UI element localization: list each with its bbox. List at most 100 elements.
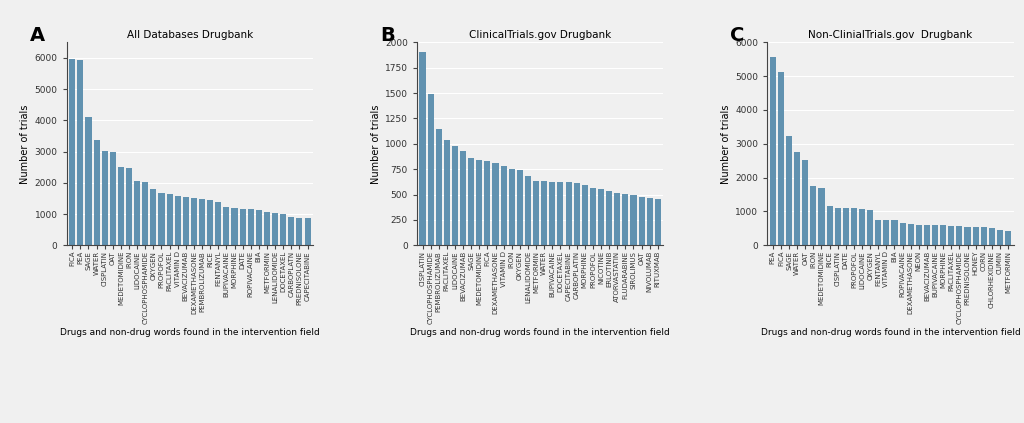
Bar	[598, 189, 604, 245]
Bar	[272, 212, 279, 245]
Bar	[778, 72, 784, 245]
Bar	[468, 158, 474, 245]
Bar	[215, 202, 221, 245]
Bar	[802, 160, 808, 245]
Bar	[623, 194, 629, 245]
Bar	[1005, 231, 1011, 245]
Bar	[110, 151, 116, 245]
Bar	[142, 182, 148, 245]
Bar	[818, 189, 824, 245]
Bar	[915, 225, 922, 245]
Bar	[981, 227, 987, 245]
Bar	[534, 181, 540, 245]
Bar	[509, 169, 515, 245]
Bar	[932, 225, 938, 245]
Bar	[794, 151, 800, 245]
Bar	[541, 181, 547, 245]
X-axis label: Drugs and non-drug words found in the intervention field: Drugs and non-drug words found in the in…	[60, 328, 319, 337]
Bar	[159, 193, 165, 245]
Bar	[654, 199, 660, 245]
Bar	[199, 199, 205, 245]
Text: C: C	[730, 26, 744, 45]
Bar	[256, 210, 262, 245]
Bar	[573, 183, 580, 245]
Bar	[223, 207, 229, 245]
Bar	[70, 60, 76, 245]
Bar	[997, 230, 1004, 245]
Bar	[77, 60, 83, 245]
Bar	[892, 220, 897, 245]
Title: All Databases Drugbank: All Databases Drugbank	[127, 30, 253, 40]
Bar	[190, 198, 197, 245]
Bar	[639, 197, 645, 245]
Bar	[907, 224, 913, 245]
Bar	[884, 220, 890, 245]
Bar	[557, 182, 563, 245]
Bar	[501, 166, 507, 245]
Bar	[770, 57, 776, 245]
Bar	[899, 223, 905, 245]
Bar	[126, 168, 132, 245]
Bar	[167, 194, 173, 245]
Bar	[973, 227, 979, 245]
Bar	[614, 192, 621, 245]
Bar	[183, 197, 188, 245]
Bar	[940, 225, 946, 245]
Bar	[647, 198, 652, 245]
Bar	[956, 226, 963, 245]
Bar	[835, 208, 841, 245]
Bar	[476, 159, 482, 245]
Bar	[452, 146, 458, 245]
Bar	[606, 191, 612, 245]
Bar	[118, 167, 124, 245]
Bar	[517, 170, 523, 245]
Bar	[867, 210, 873, 245]
Bar	[525, 176, 531, 245]
Bar	[810, 187, 816, 245]
Bar	[484, 161, 490, 245]
Bar	[826, 206, 833, 245]
Bar	[134, 181, 140, 245]
X-axis label: Drugs and non-drug words found in the intervention field: Drugs and non-drug words found in the in…	[411, 328, 670, 337]
Bar	[151, 190, 157, 245]
Bar	[965, 227, 971, 245]
Bar	[428, 94, 433, 245]
Bar	[296, 217, 302, 245]
Text: A: A	[30, 26, 45, 45]
Bar	[304, 218, 310, 245]
Bar	[786, 136, 792, 245]
Bar	[582, 185, 588, 245]
Bar	[207, 200, 213, 245]
Bar	[549, 182, 555, 245]
Bar	[590, 188, 596, 245]
Bar	[443, 140, 450, 245]
Bar	[175, 196, 181, 245]
Bar	[435, 129, 441, 245]
Text: B: B	[380, 26, 394, 45]
Y-axis label: Number of trials: Number of trials	[20, 104, 31, 184]
Bar	[859, 209, 865, 245]
Title: ClinicalTrials.gov Drugbank: ClinicalTrials.gov Drugbank	[469, 30, 611, 40]
Bar	[565, 182, 571, 245]
Bar	[924, 225, 930, 245]
Bar	[231, 209, 238, 245]
Bar	[631, 195, 637, 245]
Y-axis label: Number of trials: Number of trials	[371, 104, 381, 184]
Bar	[989, 228, 995, 245]
Bar	[85, 117, 91, 245]
Y-axis label: Number of trials: Number of trials	[721, 104, 731, 184]
Title: Non-ClinialTrials.gov  Drugbank: Non-ClinialTrials.gov Drugbank	[808, 30, 973, 40]
Bar	[876, 220, 882, 245]
Bar	[101, 151, 108, 245]
Bar	[420, 52, 426, 245]
Bar	[240, 209, 246, 245]
Bar	[289, 217, 294, 245]
Bar	[948, 225, 954, 245]
X-axis label: Drugs and non-drug words found in the intervention field: Drugs and non-drug words found in the in…	[761, 328, 1020, 337]
Bar	[93, 140, 99, 245]
Bar	[248, 209, 254, 245]
Bar	[843, 208, 849, 245]
Bar	[281, 214, 287, 245]
Bar	[460, 151, 466, 245]
Bar	[264, 212, 270, 245]
